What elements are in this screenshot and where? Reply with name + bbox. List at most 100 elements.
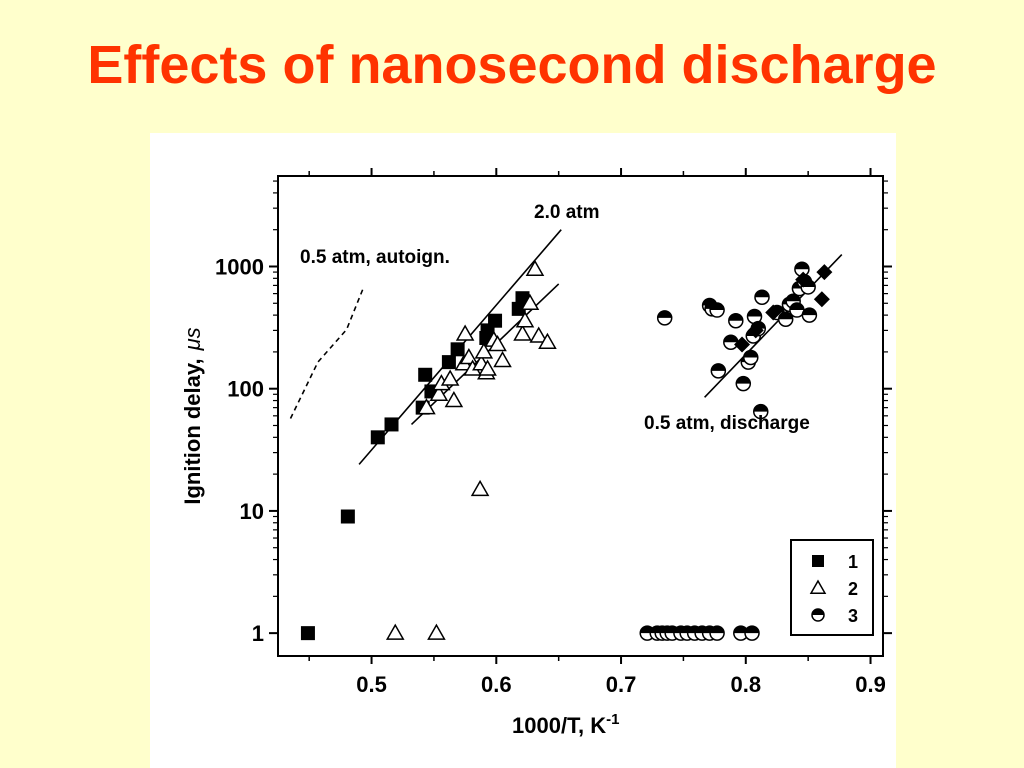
point-half-circle-fill — [786, 294, 801, 302]
point-triangle — [385, 623, 405, 640]
point-half-circle-fill — [736, 376, 751, 384]
y-tick-label: 1 — [252, 621, 264, 646]
point-diamond — [795, 271, 812, 288]
point-half-circle — [744, 625, 760, 641]
point-half-circle-fill — [778, 312, 793, 320]
point-half-circle — [794, 261, 810, 277]
y-tick-label: 100 — [227, 377, 264, 402]
x-tick-label: 0.6 — [481, 672, 512, 697]
point-half-circle-fill — [710, 303, 725, 311]
point-square — [450, 342, 465, 357]
point-diamond — [747, 322, 764, 339]
legend-label: 2 — [848, 579, 858, 599]
axis-ticks: 0.5 0.6 0.7 0.8 0.9 1 10 100 1000 — [215, 168, 892, 697]
point-triangle — [520, 293, 540, 311]
x-axis-label-sup: -1 — [606, 711, 619, 728]
point-square — [384, 417, 399, 432]
point-triangle — [538, 332, 557, 349]
point-triangle — [809, 579, 827, 594]
point-triangle — [515, 311, 535, 328]
point-square — [300, 626, 315, 641]
chart-figure: 0.5 0.6 0.7 0.8 0.9 1 10 100 1000 2.0 atm 0.5 at… — [150, 133, 896, 768]
point-triangle — [427, 623, 446, 640]
legend-box — [790, 539, 874, 636]
point-triangle — [529, 326, 549, 343]
point-half-circle-fill — [753, 404, 768, 412]
point-half-circle-fill — [657, 310, 672, 318]
annotation-autoign: 0.5 atm, autoign. — [300, 247, 450, 268]
point-half-circle — [777, 311, 794, 328]
point-half-circle — [753, 403, 769, 420]
point-half-circle — [801, 307, 818, 323]
point-half-circle-fill — [812, 609, 824, 615]
point-triangle — [525, 259, 545, 276]
point-half-circle — [709, 625, 725, 641]
y-tick-label: 10 — [240, 499, 264, 524]
point-triangle — [474, 342, 494, 359]
point-half-circle-fill — [710, 626, 725, 634]
annotation-2atm: 2.0 atm — [534, 202, 599, 223]
point-square — [441, 355, 456, 370]
point-triangle — [429, 384, 449, 402]
point-half-circle — [789, 302, 805, 318]
point-square — [812, 555, 824, 567]
point-half-circle-fill — [743, 350, 758, 358]
y-axis-label: Ignition delay, μs — [180, 327, 205, 504]
y-axis-label-unit: μs — [180, 327, 205, 351]
point-half-circle — [811, 608, 825, 622]
point-half-circle — [735, 375, 752, 392]
point-half-circle-fill — [755, 290, 769, 298]
point-half-circle — [733, 625, 749, 641]
data-points — [300, 259, 833, 641]
point-triangle — [444, 391, 464, 408]
x-axis-label-main: 1000/T, K — [512, 713, 606, 738]
dashed-fit-line — [289, 289, 364, 419]
point-half-circle — [723, 334, 739, 350]
point-triangle — [455, 324, 475, 341]
x-tick-label: 0.5 — [356, 672, 387, 697]
legend: 1 2 3 — [790, 539, 874, 636]
legend-items: 1 2 3 — [809, 552, 858, 626]
point-square — [418, 367, 433, 382]
x-tick-label: 0.7 — [606, 672, 637, 697]
point-half-circle — [710, 363, 727, 379]
fit-line — [704, 254, 843, 398]
point-triangle — [478, 359, 497, 376]
legend-label: 1 — [848, 552, 858, 572]
point-half-circle — [754, 289, 770, 306]
point-half-circle-fill — [733, 626, 748, 634]
point-triangle — [470, 479, 490, 497]
point-half-circle-fill — [711, 363, 726, 371]
point-half-circle-fill — [747, 309, 762, 317]
point-half-circle-fill — [789, 303, 804, 311]
x-axis-label: 1000/T, K-1 — [512, 711, 620, 738]
point-diamond — [765, 304, 782, 321]
point-triangle — [513, 324, 532, 341]
point-half-circle-fill — [745, 626, 760, 634]
point-half-circle — [656, 310, 673, 326]
x-tick-label: 0.8 — [730, 672, 761, 697]
point-square — [370, 430, 385, 445]
point-half-circle-fill — [794, 262, 809, 270]
slide-title: Effects of nanosecond discharge — [87, 35, 937, 95]
point-half-circle — [709, 302, 725, 318]
point-square — [488, 313, 503, 328]
svg-text:Ignition delay,μs: Ignition delay, μs — [180, 327, 205, 504]
ignition-delay-chart: 0.5 0.6 0.7 0.8 0.9 1 10 100 1000 2.0 atm 0.5 at… — [180, 168, 892, 738]
point-diamond — [734, 336, 751, 353]
legend-label: 3 — [848, 606, 858, 626]
point-triangle — [493, 351, 512, 368]
point-half-circle-fill — [802, 308, 817, 316]
x-tick-label: 0.9 — [855, 672, 886, 697]
point-triangle — [440, 369, 460, 386]
point-square — [511, 301, 526, 316]
point-half-circle-fill — [728, 313, 743, 321]
point-half-circle-fill — [723, 335, 738, 343]
point-triangle — [488, 334, 507, 352]
point-half-circle — [743, 349, 759, 366]
y-axis-label-main: Ignition delay, — [180, 358, 205, 504]
point-square — [340, 509, 355, 524]
point-diamond — [816, 264, 833, 281]
point-triangle — [417, 398, 436, 415]
point-half-circle — [728, 312, 744, 329]
